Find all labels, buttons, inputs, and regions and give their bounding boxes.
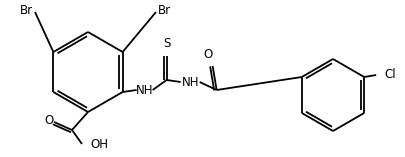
Text: NH: NH bbox=[136, 84, 153, 97]
Text: Br: Br bbox=[158, 5, 171, 17]
Text: O: O bbox=[44, 114, 53, 127]
Text: S: S bbox=[162, 37, 170, 50]
Text: NH: NH bbox=[181, 76, 199, 89]
Text: OH: OH bbox=[90, 138, 108, 152]
Text: Br: Br bbox=[20, 5, 33, 17]
Text: Cl: Cl bbox=[383, 68, 395, 81]
Text: O: O bbox=[202, 48, 212, 61]
